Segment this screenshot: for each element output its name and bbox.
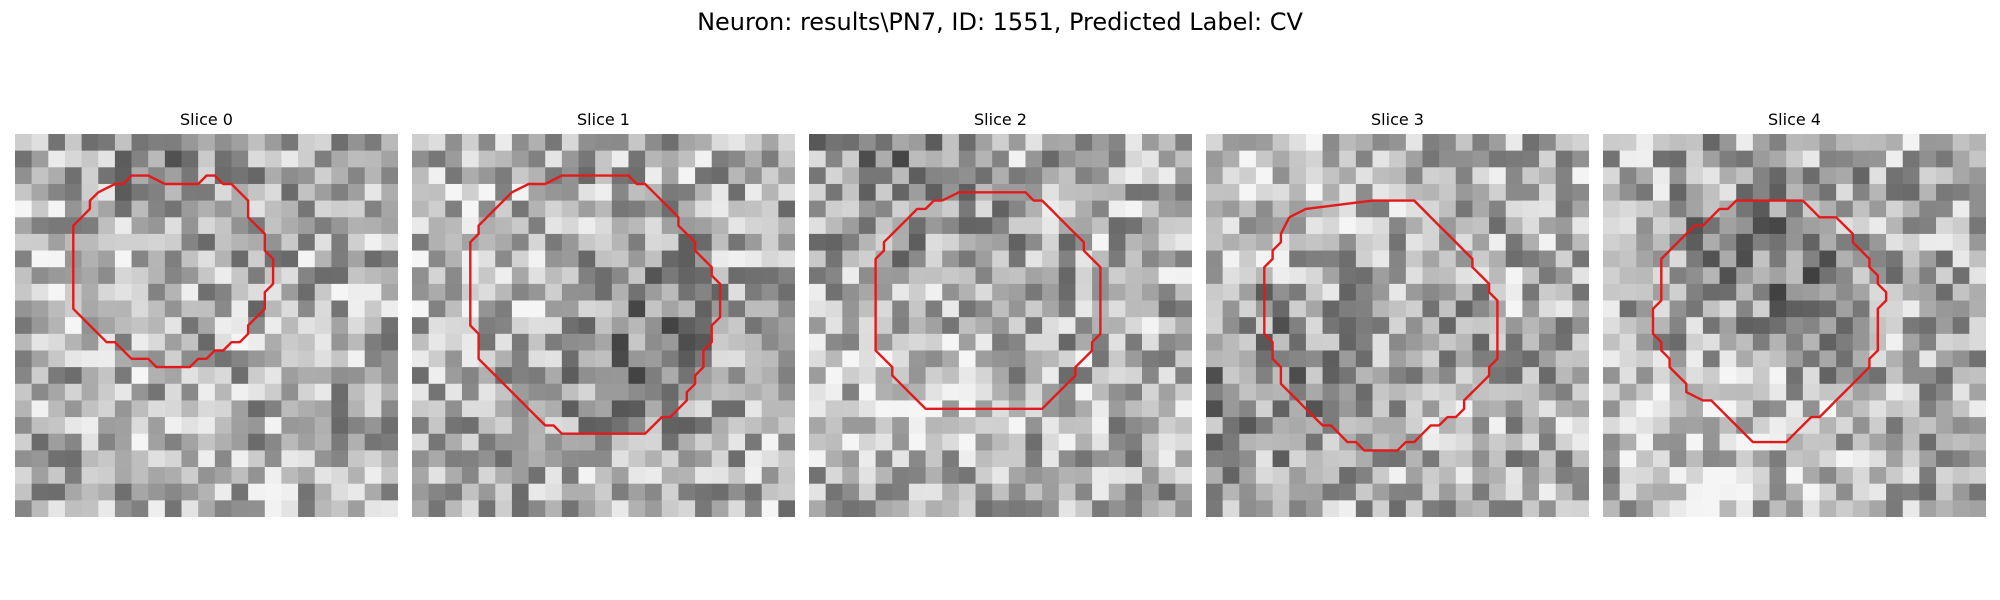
panel-slice-3: Slice 3 — [1206, 108, 1589, 517]
slice-4-contour — [1651, 199, 1888, 444]
slice-2-image — [809, 134, 1192, 517]
slice-4-image — [1603, 134, 1986, 517]
slice-0-contour — [72, 174, 275, 369]
slice-3-pixels — [1206, 134, 1589, 517]
slice-0-svg — [15, 134, 398, 517]
slice-0-image — [15, 134, 398, 517]
figure-title: Neuron: results\PN7, ID: 1551, Predicted… — [697, 8, 1303, 36]
slice-1-svg — [412, 134, 795, 517]
slice-4-title: Slice 4 — [1768, 110, 1821, 129]
slice-3-contour — [1263, 199, 1499, 452]
slice-1-contour — [469, 174, 722, 435]
slice-2-title: Slice 2 — [974, 110, 1027, 129]
slice-1-image — [412, 134, 795, 517]
slice-2-svg — [809, 134, 1192, 517]
slice-1-title: Slice 1 — [577, 110, 630, 129]
slice-4-pixels — [1603, 134, 1986, 517]
slice-3-svg — [1206, 134, 1589, 517]
slice-3-title: Slice 3 — [1371, 110, 1424, 129]
slice-0-title: Slice 0 — [180, 110, 233, 129]
slice-2-pixels — [809, 134, 1192, 517]
slice-1-pixels — [412, 134, 795, 517]
slice-2-contour — [874, 191, 1102, 410]
slice-0-pixels — [15, 134, 398, 517]
panel-slice-0: Slice 0 — [15, 108, 398, 517]
slice-3-image — [1206, 134, 1589, 517]
slice-4-svg — [1603, 134, 1986, 517]
panel-slice-1: Slice 1 — [412, 108, 795, 517]
panel-slice-4: Slice 4 — [1603, 108, 1986, 517]
panel-slice-2: Slice 2 — [809, 108, 1192, 517]
